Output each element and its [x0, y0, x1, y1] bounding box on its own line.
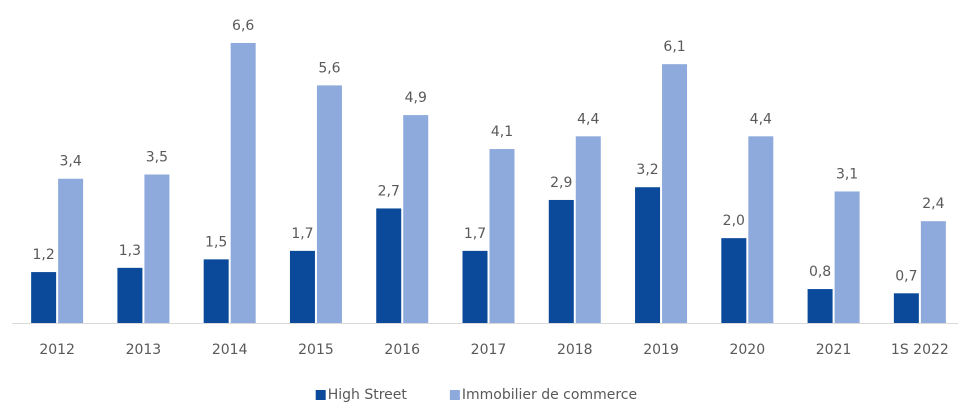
bar [834, 191, 860, 323]
x-tick-label: 2020 [729, 342, 765, 358]
bar [462, 250, 488, 323]
bar [807, 289, 833, 323]
data-label: 2,7 [378, 183, 400, 199]
bar [403, 115, 429, 323]
bar [58, 178, 84, 323]
bar [203, 259, 229, 323]
data-label: 1,2 [33, 247, 55, 263]
data-label: 3,2 [636, 162, 658, 178]
data-label: 3,4 [60, 154, 82, 170]
x-tick-label: 2015 [298, 342, 334, 358]
data-label: 3,5 [146, 150, 168, 166]
bar [635, 187, 661, 323]
bar [748, 136, 774, 323]
bar [376, 208, 402, 323]
data-label: 1,3 [119, 243, 141, 259]
data-label: 6,6 [232, 18, 254, 34]
bar [489, 149, 515, 323]
bar [575, 136, 601, 323]
data-label: 1,7 [464, 226, 486, 242]
x-tick-label: 2017 [471, 342, 507, 358]
bar [920, 221, 946, 323]
bar [662, 64, 688, 323]
data-label: 5,6 [318, 60, 340, 76]
legend-swatch [449, 390, 460, 400]
data-label: 1,7 [291, 226, 313, 242]
data-label: 4,4 [577, 111, 599, 127]
bar [289, 250, 315, 323]
bar [230, 42, 256, 323]
data-label: 3,1 [836, 166, 858, 182]
bar [31, 272, 57, 323]
data-label: 2,4 [922, 196, 944, 212]
data-label: 0,7 [895, 268, 917, 284]
bar [144, 174, 170, 323]
legend-label: High Street [328, 387, 408, 403]
data-label: 6,1 [663, 39, 685, 55]
x-tick-label: 2014 [212, 342, 248, 358]
legend-label: Immobilier de commerce [462, 387, 637, 403]
data-label: 4,1 [491, 124, 513, 140]
data-label: 4,9 [405, 90, 427, 106]
x-tick-label: 2021 [816, 342, 852, 358]
bar [721, 238, 747, 323]
x-tick-label: 2012 [39, 342, 75, 358]
bar [548, 199, 574, 323]
data-label: 1,5 [205, 234, 227, 250]
data-label: 0,8 [809, 264, 831, 280]
bar [316, 85, 342, 324]
data-label: 2,9 [550, 175, 572, 191]
legend-swatch [315, 390, 326, 400]
data-label: 2,0 [723, 213, 745, 229]
bar [893, 293, 919, 323]
x-tick-label: 2019 [643, 342, 679, 358]
x-tick-label: 1S 2022 [891, 342, 949, 358]
x-tick-label: 2018 [557, 342, 593, 358]
x-tick-label: 2013 [126, 342, 162, 358]
x-tick-label: 2016 [384, 342, 420, 358]
data-label: 4,4 [750, 111, 772, 127]
bar [117, 267, 143, 323]
